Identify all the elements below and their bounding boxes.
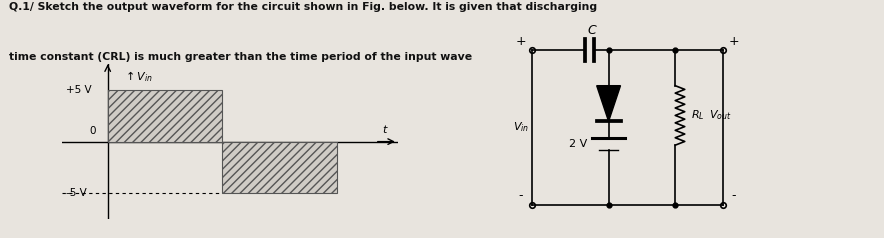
Text: $R_L$: $R_L$ [690, 109, 705, 122]
Bar [222, 142, 337, 193]
Text: +: + [515, 35, 526, 48]
Text: -: - [731, 189, 735, 202]
Text: t: t [383, 125, 387, 135]
Text: $\uparrow V_{in}$: $\uparrow V_{in}$ [123, 69, 153, 84]
Text: +: + [728, 35, 739, 48]
Text: $V_{in}$: $V_{in}$ [513, 120, 529, 134]
Text: -: - [518, 189, 522, 202]
Text: Q.1/ Sketch the output waveform for the circuit shown in Fig. below. It is given: Q.1/ Sketch the output waveform for the … [9, 2, 597, 12]
Bar [108, 90, 222, 142]
Text: 0: 0 [90, 126, 96, 136]
Text: $V_{out}$: $V_{out}$ [709, 109, 731, 122]
Text: C: C [588, 24, 597, 37]
Text: -5 V: -5 V [65, 188, 87, 198]
Polygon shape [597, 86, 621, 121]
Text: time constant (CRL) is much greater than the time period of the input wave: time constant (CRL) is much greater than… [9, 52, 472, 62]
Text: +5 V: +5 V [65, 85, 91, 95]
Text: 2 V: 2 V [569, 139, 587, 149]
